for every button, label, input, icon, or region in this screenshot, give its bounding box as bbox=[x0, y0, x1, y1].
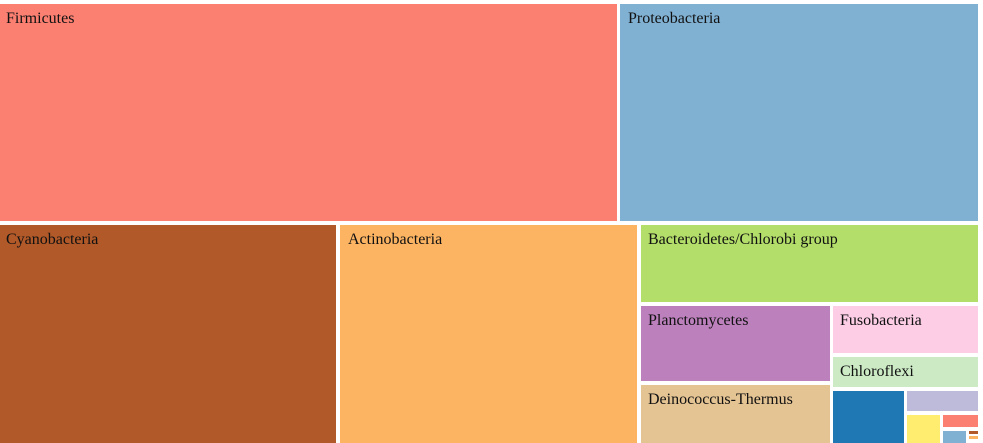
tile-2: Cyanobacteria bbox=[0, 225, 336, 443]
tile-rect-14 bbox=[969, 431, 978, 434]
tile-rect-12 bbox=[943, 415, 978, 427]
tile-label-3: Actinobacteria bbox=[348, 231, 442, 248]
tile-label-8: Chloroflexi bbox=[840, 363, 914, 380]
tile-label-2: Cyanobacteria bbox=[6, 231, 98, 248]
tile-3: Actinobacteria bbox=[340, 225, 637, 443]
tile-label-6: Fusobacteria bbox=[840, 312, 922, 329]
tile-rect-10 bbox=[907, 391, 978, 411]
tile-label-1: Proteobacteria bbox=[628, 10, 720, 27]
tile-rect-15 bbox=[969, 436, 978, 439]
tile-5: Planctomycetes bbox=[641, 306, 830, 381]
tile-label-5: Planctomycetes bbox=[648, 312, 748, 329]
tile-8: Chloroflexi bbox=[833, 357, 978, 387]
tile-label-0: Firmicutes bbox=[6, 10, 74, 27]
tile-7: Deinococcus-Thermus bbox=[641, 385, 830, 443]
tile-rect-4 bbox=[641, 225, 978, 302]
tile-4: Bacteroidetes/Chlorobi group bbox=[641, 225, 978, 302]
tile-rect-0 bbox=[0, 4, 617, 221]
tile-rect-8 bbox=[833, 357, 978, 387]
tile-rect-2 bbox=[0, 225, 336, 443]
tile-rect-9 bbox=[833, 391, 904, 443]
tile-rect-11 bbox=[907, 415, 940, 443]
tile-rect-7 bbox=[641, 385, 830, 443]
tile-rect-5 bbox=[641, 306, 830, 381]
tile-label-4: Bacteroidetes/Chlorobi group bbox=[648, 231, 838, 248]
tile-0: Firmicutes bbox=[0, 4, 617, 221]
tile-1: Proteobacteria bbox=[620, 4, 978, 221]
tile-rect-1 bbox=[620, 4, 978, 221]
tile-rect-13 bbox=[943, 431, 966, 443]
tile-rect-3 bbox=[340, 225, 637, 443]
tile-6: Fusobacteria bbox=[833, 306, 978, 353]
tile-label-7: Deinococcus-Thermus bbox=[648, 391, 793, 408]
tile-rect-6 bbox=[833, 306, 978, 353]
